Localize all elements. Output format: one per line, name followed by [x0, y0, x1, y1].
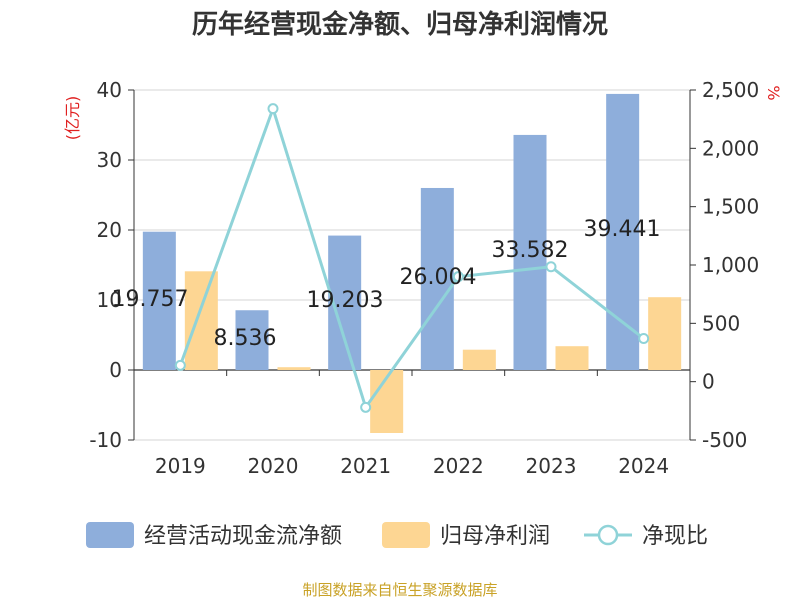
- bar: [370, 370, 404, 433]
- bar: [513, 134, 547, 370]
- data-label: 26.004: [400, 265, 477, 290]
- legend: 经营活动现金流净额 归母净利润 净现比: [86, 522, 708, 549]
- ratio-point: [452, 271, 464, 283]
- legend-label: 经营活动现金流净额: [144, 524, 342, 549]
- right-tick-label: -500: [702, 428, 747, 452]
- legend-swatch-marker: [597, 524, 619, 546]
- legend-swatch: [382, 522, 430, 548]
- legend-swatch: [86, 522, 134, 548]
- right-tick-label: 1,500: [702, 195, 759, 219]
- right-axis-unit: %: [764, 85, 783, 100]
- axes: -10 0 10 20 30 40 -500 0 500 1,000 1,500 2,000 2,500…: [63, 78, 783, 478]
- gridlines: [134, 89, 690, 441]
- right-tick-label: 500: [702, 311, 740, 335]
- data-label: 33.582: [492, 238, 569, 263]
- source-note: 制图数据来自恒生聚源数据库: [302, 581, 497, 599]
- x-tick-label: 2019: [155, 454, 206, 478]
- left-tick-label: 10: [97, 288, 122, 312]
- bar: [648, 297, 682, 370]
- bar: [555, 346, 589, 370]
- right-tick-label: 0: [702, 370, 715, 394]
- ratio-point: [638, 333, 650, 344]
- legend-label: 归母净利润: [440, 524, 550, 549]
- ratio-point: [545, 261, 557, 273]
- x-tick-label: 2021: [340, 454, 391, 478]
- bar: [235, 310, 269, 370]
- left-axis-unit: (亿元): [63, 96, 82, 141]
- x-tick-label: 2024: [618, 454, 669, 478]
- bars: [142, 93, 682, 433]
- chart-title: 历年经营现金净额、归母净利润情况: [192, 9, 608, 40]
- legend-label: 净现比: [642, 524, 708, 549]
- bar: [277, 367, 311, 370]
- data-label: 19.757: [112, 287, 189, 312]
- data-labels: 19.757 8.536 19.203 26.004 33.582 39.441: [112, 217, 661, 351]
- left-tick-label: 40: [97, 78, 122, 102]
- ratio-point: [174, 359, 186, 371]
- left-tick-label: -10: [89, 428, 122, 452]
- bar: [462, 349, 496, 370]
- x-tick-label: 2023: [526, 454, 577, 478]
- right-tick-label: 2,500: [702, 78, 759, 102]
- ratio-line: [174, 103, 650, 413]
- data-label: 8.536: [214, 326, 277, 351]
- right-tick-label: 2,000: [702, 136, 759, 160]
- bar: [184, 271, 218, 370]
- left-tick-label: 30: [97, 148, 122, 172]
- ratio-point: [360, 401, 372, 413]
- bar: [142, 231, 176, 370]
- bar: [420, 187, 454, 370]
- left-tick-label: 0: [109, 358, 122, 382]
- data-label: 39.441: [584, 217, 661, 242]
- data-label: 19.203: [307, 288, 384, 313]
- ratio-point: [267, 103, 279, 115]
- x-tick-label: 2022: [433, 454, 484, 478]
- left-tick-label: 20: [97, 218, 122, 242]
- right-tick-label: 1,000: [702, 253, 759, 277]
- ratio-line-path: [178, 103, 645, 411]
- x-tick-label: 2020: [248, 454, 299, 478]
